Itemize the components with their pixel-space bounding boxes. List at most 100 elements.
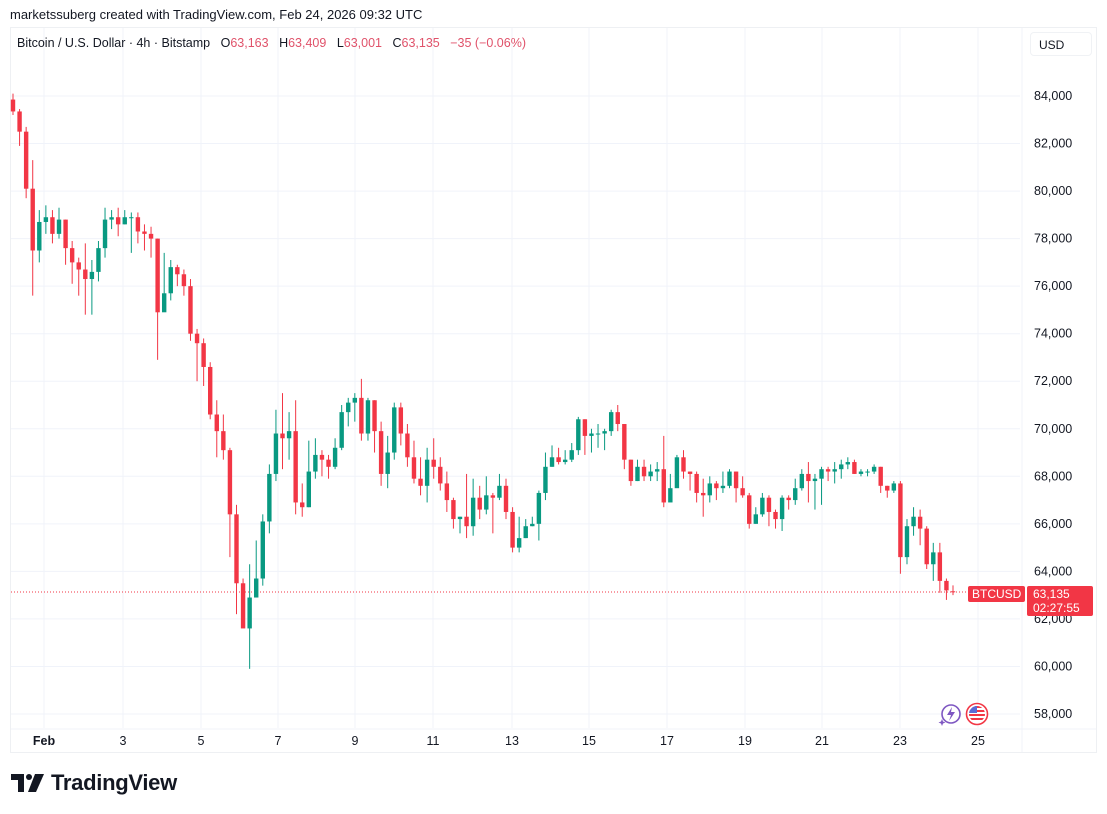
candle — [602, 428, 607, 451]
candle — [812, 473, 818, 510]
candle — [523, 519, 528, 539]
close-value: 63,135 — [401, 36, 440, 50]
candle — [115, 207, 121, 237]
candle — [549, 445, 555, 467]
candle — [122, 210, 127, 225]
candle — [247, 564, 252, 669]
chart-frame — [10, 27, 1097, 753]
candle — [10, 93, 16, 116]
last-price: 63,135 — [1033, 587, 1070, 601]
candle — [720, 471, 726, 493]
low-label: L — [336, 36, 344, 50]
x-axis-label: 17 — [660, 734, 674, 748]
symbol-description: Bitcoin / U.S. Dollar · 4h · Bitstamp — [17, 36, 211, 50]
candle — [950, 585, 956, 596]
candle — [346, 397, 351, 427]
candle — [30, 160, 35, 296]
candle — [530, 516, 535, 527]
candle — [293, 400, 298, 515]
lightning-event-icon[interactable] — [938, 703, 962, 732]
candle — [760, 492, 765, 517]
change-value: −35 (−0.06%) — [450, 36, 526, 50]
candle — [339, 405, 344, 451]
candle — [641, 459, 647, 482]
candle — [267, 464, 272, 534]
high-value: 63,409 — [288, 36, 327, 50]
candle — [516, 516, 522, 553]
candle — [510, 507, 515, 553]
candle — [392, 402, 397, 460]
candle — [411, 440, 417, 484]
candle — [668, 473, 673, 503]
y-axis-label: 74,000 — [1034, 327, 1072, 341]
candle — [102, 207, 108, 258]
candle — [635, 459, 640, 482]
y-axis-label: 64,000 — [1034, 564, 1072, 578]
candle — [806, 462, 811, 503]
candle — [240, 578, 246, 629]
candle — [773, 509, 778, 529]
x-axis-label: 15 — [582, 734, 596, 748]
y-axis-label: 76,000 — [1034, 279, 1072, 293]
candle — [622, 424, 627, 470]
candle — [365, 397, 371, 441]
candle — [418, 457, 423, 496]
candle — [497, 473, 502, 501]
low-value: 63,001 — [343, 36, 382, 50]
candle — [727, 469, 732, 489]
candle — [208, 362, 213, 420]
candle — [63, 219, 68, 265]
candle — [273, 409, 279, 482]
candle — [431, 438, 436, 479]
symbol-price-tag: BTCUSD — [968, 586, 1026, 602]
candle — [898, 481, 903, 574]
x-axis-label: 11 — [427, 734, 440, 748]
candle — [661, 435, 666, 508]
candle — [280, 393, 285, 470]
candle — [306, 440, 312, 508]
ohlc-legend: Bitcoin / U.S. Dollar · 4h · Bitstamp O6… — [17, 36, 526, 50]
candle — [260, 514, 265, 586]
candle — [904, 519, 910, 565]
candle — [576, 416, 581, 455]
candle — [865, 469, 870, 477]
candle — [701, 478, 706, 517]
x-axis-label: 5 — [198, 734, 205, 748]
candle — [221, 414, 226, 460]
candle — [589, 428, 594, 453]
candle — [911, 507, 916, 536]
candle — [319, 450, 325, 477]
candle — [582, 419, 588, 455]
candle — [852, 459, 857, 474]
candle — [56, 207, 62, 239]
candle — [608, 409, 614, 436]
candle — [714, 481, 719, 501]
candle — [234, 504, 239, 615]
y-axis-label: 70,000 — [1034, 422, 1072, 436]
candle — [194, 328, 200, 382]
candle — [438, 457, 443, 491]
candle — [871, 464, 877, 474]
us-flag-event-icon[interactable] — [965, 702, 989, 731]
y-axis-label: 82,000 — [1034, 137, 1072, 151]
candle — [326, 454, 331, 479]
candle — [23, 126, 29, 199]
candle — [885, 485, 890, 498]
candle — [385, 435, 390, 489]
candle — [451, 497, 456, 529]
candle — [76, 257, 81, 296]
currency-button[interactable]: USD — [1030, 32, 1092, 56]
x-axis-label: 23 — [893, 734, 907, 748]
x-axis-label: 7 — [275, 734, 282, 748]
candle — [405, 424, 410, 467]
candle — [878, 466, 883, 493]
candle — [562, 450, 568, 465]
candle — [69, 240, 75, 284]
candle — [83, 243, 88, 315]
y-axis-label: 72,000 — [1034, 374, 1072, 388]
candle — [681, 450, 686, 479]
chart-credit: marketssuberg created with TradingView.c… — [10, 7, 423, 22]
x-axis-label: 13 — [505, 734, 519, 748]
candle — [372, 400, 377, 453]
